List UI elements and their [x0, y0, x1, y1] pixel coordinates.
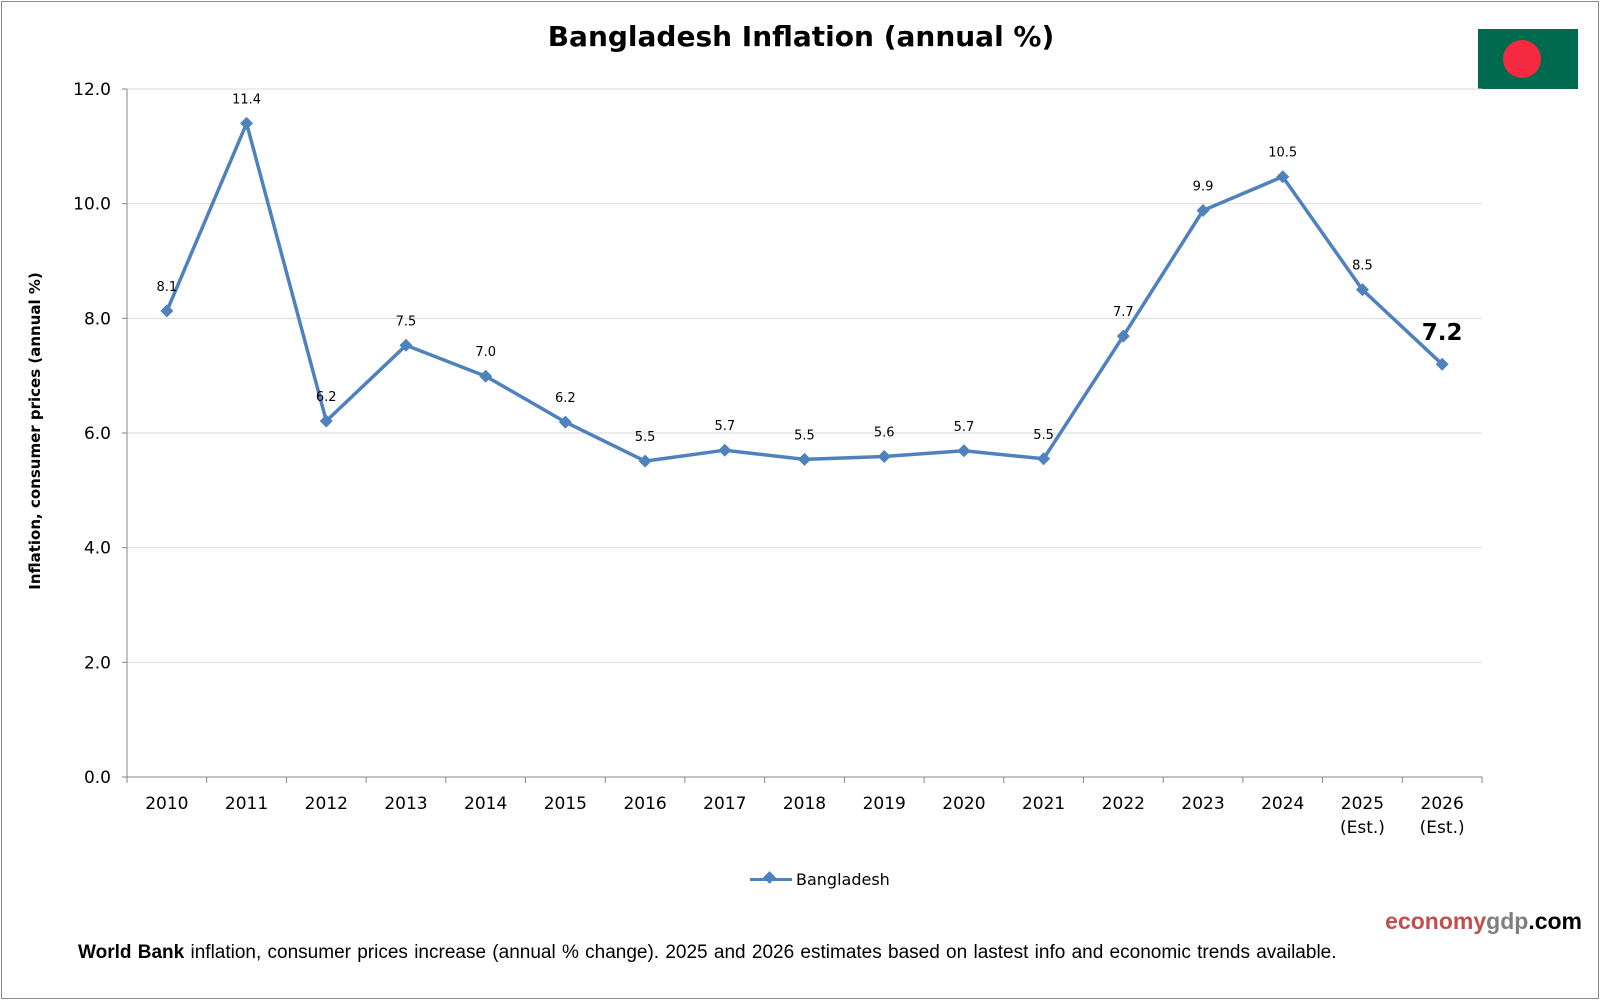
data-point	[319, 414, 333, 428]
data-point	[1435, 357, 1449, 371]
data-label: 5.5	[635, 430, 656, 445]
footer-source: World Bank	[78, 942, 185, 963]
data-label: 7.7	[1113, 305, 1134, 320]
y-axis-label: Inflation, consumer prices (annual %)	[26, 272, 44, 590]
x-tick-label: 2021	[1022, 794, 1065, 814]
data-label: 5.5	[1033, 428, 1054, 443]
bangladesh-flag-icon	[1478, 29, 1578, 89]
x-tick-label: 2023	[1181, 794, 1224, 814]
data-point	[558, 415, 572, 429]
data-point	[1196, 204, 1210, 218]
brand-part-3: .com	[1528, 908, 1582, 934]
x-tick-label: 2018	[783, 794, 826, 814]
data-point	[160, 304, 174, 318]
data-label: 7.2	[1422, 320, 1463, 346]
data-point	[1116, 329, 1130, 343]
x-tick-label: 2020	[942, 794, 985, 814]
data-point	[957, 444, 971, 458]
y-tick-label: 0.0	[84, 768, 111, 788]
x-tick-label: 2017	[703, 794, 746, 814]
footer-text: inflation, consumer prices increase (ann…	[184, 942, 1337, 963]
y-tick-label: 4.0	[84, 539, 111, 559]
footer-note: World Bank inflation, consumer prices in…	[78, 942, 1337, 964]
data-label: 5.5	[794, 428, 815, 443]
data-label: 5.7	[954, 420, 975, 435]
x-tick-label: 2014	[464, 794, 507, 814]
data-label: 11.4	[232, 92, 261, 107]
y-tick-label: 12.0	[73, 80, 111, 100]
x-tick-label: 2019	[863, 794, 906, 814]
data-point	[877, 450, 891, 464]
data-label: 6.2	[555, 391, 576, 406]
x-tick-label: (Est.)	[1340, 818, 1385, 838]
legend-marker-icon	[763, 870, 776, 884]
x-tick-label: 2015	[544, 794, 587, 814]
data-point	[1037, 452, 1051, 466]
data-point	[718, 443, 732, 457]
x-tick-label: 2022	[1102, 794, 1145, 814]
x-tick-label: 2024	[1261, 794, 1304, 814]
brand-part-2: gdp	[1486, 908, 1529, 934]
y-tick-label: 10.0	[73, 195, 111, 215]
legend: Bangladesh	[750, 869, 890, 889]
y-tick-label: 2.0	[84, 653, 111, 673]
data-label: 5.7	[714, 419, 735, 434]
data-point	[240, 116, 254, 130]
brand-watermark[interactable]: economygdp.com	[1385, 908, 1582, 935]
y-tick-label: 6.0	[84, 424, 111, 444]
data-label: 8.5	[1352, 259, 1373, 274]
x-tick-label: 2016	[623, 794, 666, 814]
data-label: 7.5	[396, 314, 417, 329]
data-label: 8.1	[157, 280, 178, 295]
x-tick-label: 2025	[1341, 794, 1384, 814]
series-line	[165, 121, 1444, 463]
data-point	[638, 454, 652, 468]
data-point	[399, 338, 413, 352]
data-label: 6.2	[316, 390, 337, 405]
data-label: 7.0	[475, 345, 496, 360]
x-tick-label: 2013	[384, 794, 427, 814]
flag-disc	[1503, 40, 1541, 78]
chart-title: Bangladesh Inflation (annual %)	[547, 20, 1055, 53]
x-tick-label: 2010	[145, 794, 188, 814]
x-tick-label: 2026	[1421, 794, 1464, 814]
data-point	[798, 452, 811, 466]
data-point	[1276, 170, 1290, 184]
legend-line-icon	[750, 870, 792, 884]
brand-part-1: economy	[1385, 908, 1487, 934]
x-tick-label: (Est.)	[1420, 818, 1465, 838]
data-label: 5.6	[874, 426, 895, 441]
x-tick-label: 2011	[225, 794, 268, 814]
x-tick-label: 2012	[305, 794, 348, 814]
data-label: 9.9	[1193, 180, 1214, 195]
data-label: 10.5	[1268, 146, 1297, 161]
y-tick-label: 8.0	[84, 309, 111, 329]
data-point	[1355, 283, 1369, 297]
legend-label: Bangladesh	[796, 869, 890, 889]
data-point	[479, 369, 493, 383]
